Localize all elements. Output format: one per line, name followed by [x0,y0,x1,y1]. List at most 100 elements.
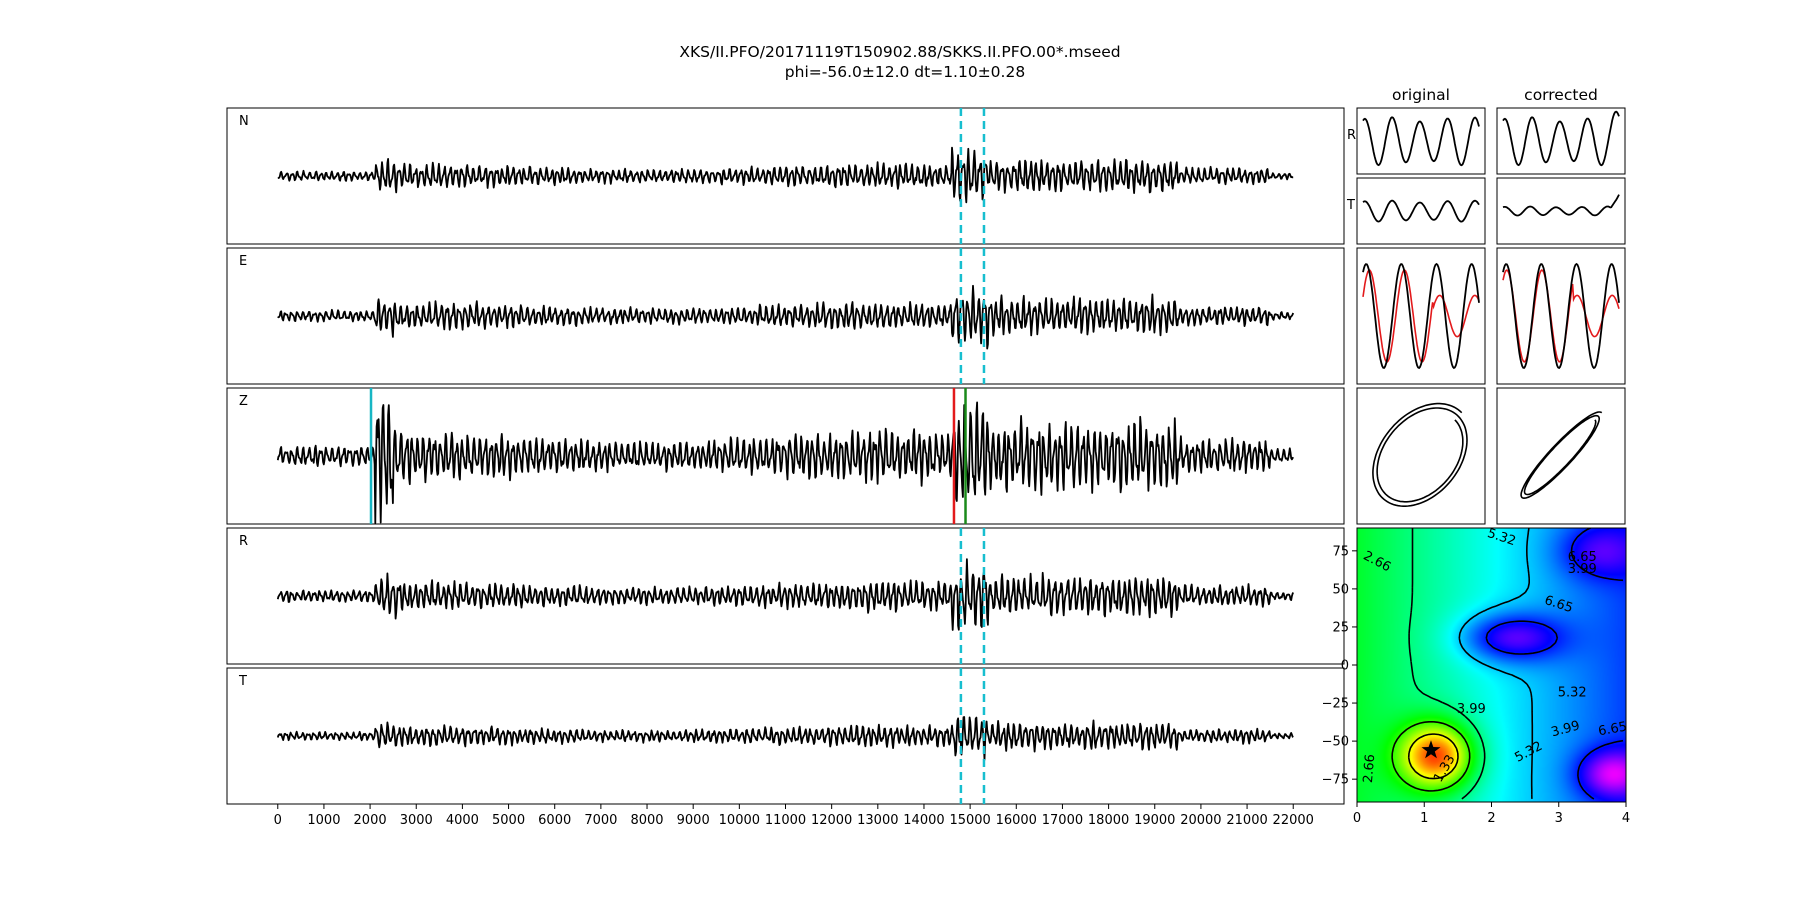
trace-panel-label: Z [239,394,248,409]
x-tick-label: 16000 [996,813,1037,828]
waveform-line [1362,116,1480,167]
x-tick-label: 14000 [903,813,944,828]
x-tick-label: 18000 [1088,813,1129,828]
contour-label: 3.99 [1457,702,1486,717]
small-panel-content [1362,116,1480,167]
trace-panel-label: E [239,254,247,269]
seismogram-trace [276,716,1294,761]
x-tick-label: 22000 [1273,813,1314,828]
x-tick-label: 12000 [811,813,852,828]
x-tick-label: 21000 [1226,813,1267,828]
small-panel-content [1502,262,1620,370]
x-tick-label: 8000 [630,813,663,828]
x-tick-label: 13000 [857,813,898,828]
row-label-r: R [1347,128,1356,143]
waveform-line [1502,194,1620,217]
small-panel-frame [1356,107,1486,175]
original-particle-motion-panel [1356,387,1486,525]
x-tick-label: 10000 [719,813,760,828]
surface-y-tick-label: −50 [1322,735,1349,750]
seismogram-trace [277,146,1294,204]
surface-y-tick-label: −25 [1322,697,1349,712]
original-waveform-overlay-panel [1356,247,1486,385]
x-tick-label: 7000 [584,813,617,828]
contour-label: 3.99 [1550,718,1582,740]
small-panel-frame [1496,107,1626,175]
error-surface-heatmap [1357,528,1626,802]
x-tick-label: 0 [274,813,282,828]
trace-panel-r: R [226,527,1345,665]
surface-x-tick-label: 0 [1353,811,1361,826]
corrected-transverse-panel [1496,177,1626,245]
trace-panel-t: T [226,667,1345,805]
figure-subtitle: phi=-56.0±12.0 dt=1.10±0.28 [785,63,1025,81]
surface-x-tick-label: 4 [1622,811,1630,826]
small-panel-content [1520,411,1603,500]
trace-x-axis: 0 1000 2000 3000 4000 5000 6000 7000 8000 9000 100… [274,804,1314,828]
small-panel-frame [1496,387,1626,525]
corrected-waveform-overlay-panel [1496,247,1626,385]
best-fit-star-icon [1421,740,1441,759]
x-tick-label: 2000 [354,813,387,828]
surface-y-tick-label: −75 [1322,773,1349,788]
x-tick-label: 17000 [1042,813,1083,828]
corrected-radial-panel [1496,107,1626,175]
surface-y-tick-label: 75 [1332,544,1349,559]
trace-panel-label: R [239,534,248,549]
x-tick-label: 3000 [400,813,433,828]
trace-panel-e: E [226,247,1345,385]
particle-motion-line [1520,411,1603,500]
column-title-original: original [1392,86,1450,104]
seismogram-trace [276,401,1294,524]
contour-line [1458,528,1534,799]
trace-panel-label: T [238,674,247,689]
surface-x-tick-label: 3 [1555,811,1563,826]
waveform-line [1502,110,1620,167]
waveform-line [1362,262,1480,370]
error-surface-axes: 0 1 2 3 4 75 50 25 0 −25 −50 −75 [1322,544,1631,826]
column-title-corrected: corrected [1524,86,1598,104]
figure-title: XKS/II.PFO/20171119T150902.88/SKKS.II.PF… [679,43,1120,61]
small-panel-content [1362,262,1480,370]
x-tick-label: 9000 [677,813,710,828]
particle-motion-line [1372,402,1468,508]
x-tick-label: 20000 [1180,813,1221,828]
small-panel-frame [1356,177,1486,245]
corrected-particle-motion-panel [1496,387,1626,525]
seismogram-trace [277,284,1295,350]
x-tick-label: 11000 [765,813,806,828]
particle-motion-panels [1356,107,1626,525]
x-tick-label: 4000 [446,813,479,828]
surface-x-tick-label: 2 [1487,811,1495,826]
seismogram-trace [276,558,1295,631]
x-tick-label: 5000 [492,813,525,828]
trace-panel-z: Z [226,387,1345,525]
original-radial-panel [1356,107,1486,175]
contour-label: 5.32 [1558,685,1587,700]
contour-line [1408,528,1486,800]
small-panel-content [1502,194,1620,217]
contour-line [1391,721,1471,792]
small-panel-content [1362,199,1480,223]
contour-label: 3.99 [1568,562,1597,577]
x-tick-label: 1000 [307,813,340,828]
row-label-t: T [1346,198,1355,213]
x-tick-label: 15000 [949,813,990,828]
x-tick-label: 6000 [538,813,571,828]
small-panel-content [1372,402,1468,508]
small-panel-content [1502,110,1620,167]
surface-x-tick-label: 1 [1420,811,1428,826]
waveform-line [1362,199,1480,223]
surface-y-tick-label: 25 [1332,620,1349,635]
trace-panels: N E Z R T [226,107,1345,805]
waveform-line [1502,262,1620,370]
small-panel-frame [1496,177,1626,245]
error-surface: 2.665.326.653.996.653.995.323.995.326.65… [1356,527,1628,803]
contour-line [1485,528,1624,800]
trace-panel-n: N [226,107,1345,245]
x-tick-label: 19000 [1134,813,1175,828]
contour-label: 6.65 [1597,720,1628,740]
surface-y-tick-label: 50 [1332,582,1349,597]
original-transverse-panel [1356,177,1486,245]
